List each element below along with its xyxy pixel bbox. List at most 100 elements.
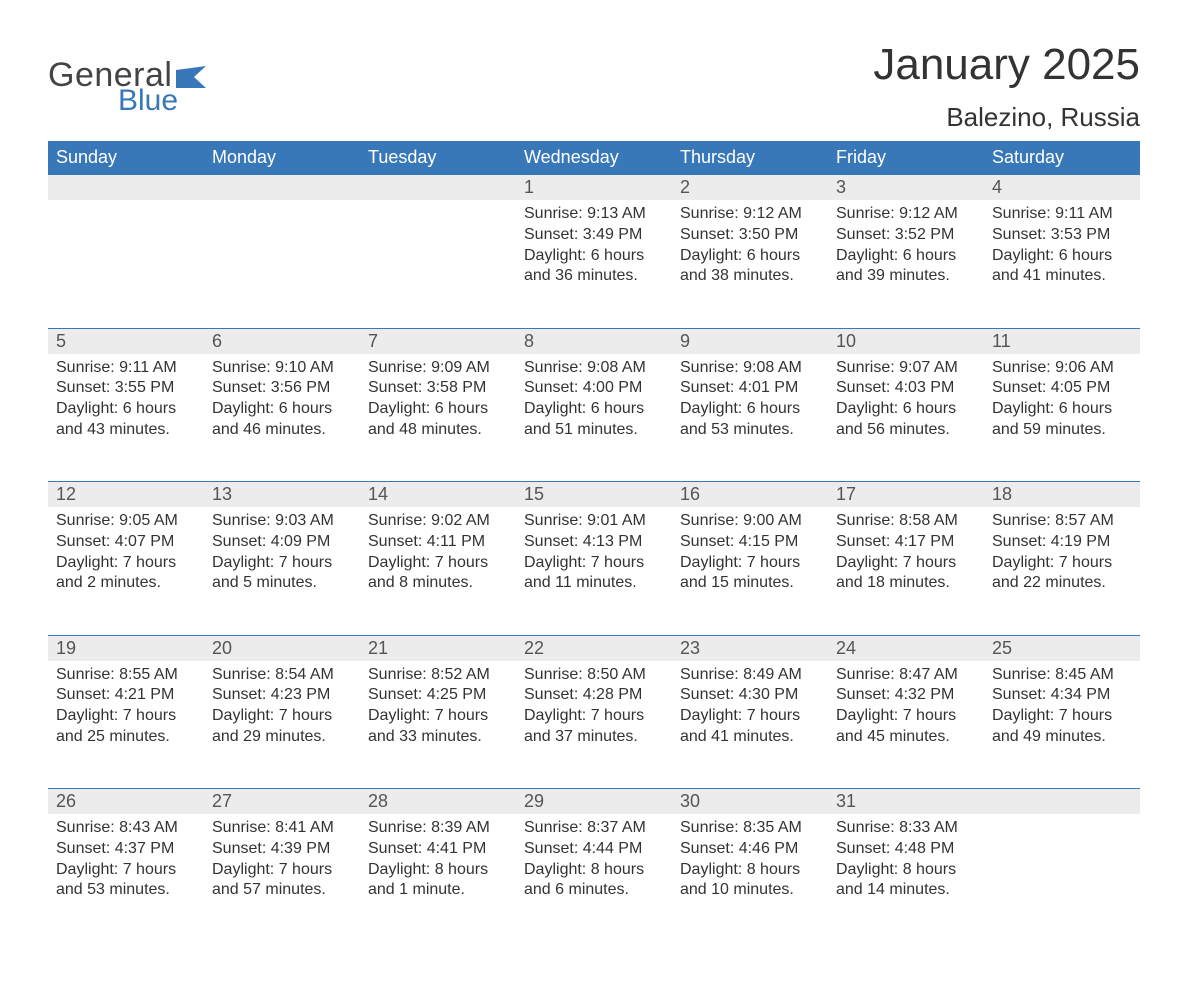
sunrise-text: Sunrise: 8:43 AM (56, 818, 196, 839)
sunrise-text: Sunrise: 9:05 AM (56, 511, 196, 532)
sunset-text: Sunset: 4:01 PM (680, 378, 820, 399)
sunrise-text: Sunrise: 8:37 AM (524, 818, 664, 839)
daylight-line1: Daylight: 7 hours (212, 706, 352, 727)
daylight-line1: Daylight: 7 hours (56, 553, 196, 574)
day-detail-row: Sunrise: 8:43 AMSunset: 4:37 PMDaylight:… (48, 814, 1140, 942)
day-number-cell (204, 175, 360, 201)
day-number-cell: 27 (204, 789, 360, 815)
day-detail-cell: Sunrise: 9:10 AMSunset: 3:56 PMDaylight:… (204, 354, 360, 482)
sunset-text: Sunset: 4:00 PM (524, 378, 664, 399)
day-detail-cell: Sunrise: 9:13 AMSunset: 3:49 PMDaylight:… (516, 200, 672, 328)
sunset-text: Sunset: 4:03 PM (836, 378, 976, 399)
day-detail-cell: Sunrise: 8:43 AMSunset: 4:37 PMDaylight:… (48, 814, 204, 942)
day-detail-cell (204, 200, 360, 328)
daylight-line2: and 48 minutes. (368, 420, 508, 441)
sunrise-text: Sunrise: 9:09 AM (368, 358, 508, 379)
day-number-cell: 12 (48, 482, 204, 508)
daylight-line2: and 5 minutes. (212, 573, 352, 594)
daylight-line1: Daylight: 7 hours (368, 553, 508, 574)
day-detail-cell (48, 200, 204, 328)
sunrise-text: Sunrise: 8:52 AM (368, 665, 508, 686)
day-detail-cell: Sunrise: 8:41 AMSunset: 4:39 PMDaylight:… (204, 814, 360, 942)
daylight-line1: Daylight: 7 hours (992, 706, 1132, 727)
sunrise-text: Sunrise: 8:49 AM (680, 665, 820, 686)
day-number-cell: 14 (360, 482, 516, 508)
day-number-cell: 22 (516, 635, 672, 661)
day-detail-cell: Sunrise: 8:35 AMSunset: 4:46 PMDaylight:… (672, 814, 828, 942)
day-number-cell: 30 (672, 789, 828, 815)
sunset-text: Sunset: 4:19 PM (992, 532, 1132, 553)
sunset-text: Sunset: 3:50 PM (680, 225, 820, 246)
sunrise-text: Sunrise: 8:41 AM (212, 818, 352, 839)
daylight-line2: and 39 minutes. (836, 266, 976, 287)
sunrise-text: Sunrise: 9:02 AM (368, 511, 508, 532)
day-detail-cell: Sunrise: 9:05 AMSunset: 4:07 PMDaylight:… (48, 507, 204, 635)
sunset-text: Sunset: 4:46 PM (680, 839, 820, 860)
day-number-cell: 16 (672, 482, 828, 508)
sunset-text: Sunset: 4:37 PM (56, 839, 196, 860)
day-detail-row: Sunrise: 9:13 AMSunset: 3:49 PMDaylight:… (48, 200, 1140, 328)
daylight-line1: Daylight: 6 hours (992, 246, 1132, 267)
day-detail-cell: Sunrise: 8:49 AMSunset: 4:30 PMDaylight:… (672, 661, 828, 789)
daylight-line1: Daylight: 7 hours (56, 860, 196, 881)
weekday-header-row: SundayMondayTuesdayWednesdayThursdayFrid… (48, 141, 1140, 175)
day-detail-cell: Sunrise: 9:02 AMSunset: 4:11 PMDaylight:… (360, 507, 516, 635)
day-number-cell: 13 (204, 482, 360, 508)
daylight-line1: Daylight: 7 hours (836, 553, 976, 574)
day-number-cell: 4 (984, 175, 1140, 201)
sunset-text: Sunset: 3:52 PM (836, 225, 976, 246)
day-number-cell (360, 175, 516, 201)
daylight-line2: and 46 minutes. (212, 420, 352, 441)
day-number-cell: 18 (984, 482, 1140, 508)
sunset-text: Sunset: 4:25 PM (368, 685, 508, 706)
sunset-text: Sunset: 4:05 PM (992, 378, 1132, 399)
day-number-cell: 10 (828, 328, 984, 354)
sunset-text: Sunset: 4:13 PM (524, 532, 664, 553)
sunset-text: Sunset: 4:41 PM (368, 839, 508, 860)
daylight-line1: Daylight: 7 hours (992, 553, 1132, 574)
day-detail-cell: Sunrise: 9:12 AMSunset: 3:50 PMDaylight:… (672, 200, 828, 328)
daylight-line1: Daylight: 6 hours (836, 399, 976, 420)
day-number-row: 567891011 (48, 328, 1140, 354)
daylight-line2: and 2 minutes. (56, 573, 196, 594)
daylight-line1: Daylight: 6 hours (524, 246, 664, 267)
sunset-text: Sunset: 4:39 PM (212, 839, 352, 860)
sunset-text: Sunset: 3:55 PM (56, 378, 196, 399)
sunrise-text: Sunrise: 9:08 AM (680, 358, 820, 379)
day-detail-cell: Sunrise: 8:57 AMSunset: 4:19 PMDaylight:… (984, 507, 1140, 635)
title-block: January 2025 Balezino, Russia (873, 40, 1140, 133)
day-number-cell: 20 (204, 635, 360, 661)
day-detail-row: Sunrise: 9:11 AMSunset: 3:55 PMDaylight:… (48, 354, 1140, 482)
daylight-line2: and 22 minutes. (992, 573, 1132, 594)
day-number-cell: 3 (828, 175, 984, 201)
daylight-line2: and 14 minutes. (836, 880, 976, 901)
day-number-cell: 29 (516, 789, 672, 815)
sunrise-text: Sunrise: 9:01 AM (524, 511, 664, 532)
sunset-text: Sunset: 4:44 PM (524, 839, 664, 860)
calendar-table: SundayMondayTuesdayWednesdayThursdayFrid… (48, 141, 1140, 942)
daylight-line2: and 53 minutes. (680, 420, 820, 441)
sunrise-text: Sunrise: 8:33 AM (836, 818, 976, 839)
sunset-text: Sunset: 4:21 PM (56, 685, 196, 706)
daylight-line1: Daylight: 6 hours (836, 246, 976, 267)
daylight-line1: Daylight: 8 hours (836, 860, 976, 881)
day-number-cell: 9 (672, 328, 828, 354)
sunset-text: Sunset: 3:53 PM (992, 225, 1132, 246)
sunrise-text: Sunrise: 8:39 AM (368, 818, 508, 839)
weekday-header: Tuesday (360, 141, 516, 175)
day-detail-cell: Sunrise: 9:01 AMSunset: 4:13 PMDaylight:… (516, 507, 672, 635)
daylight-line1: Daylight: 7 hours (680, 706, 820, 727)
daylight-line1: Daylight: 6 hours (56, 399, 196, 420)
day-detail-cell: Sunrise: 8:52 AMSunset: 4:25 PMDaylight:… (360, 661, 516, 789)
daylight-line1: Daylight: 7 hours (212, 553, 352, 574)
day-detail-cell: Sunrise: 9:11 AMSunset: 3:55 PMDaylight:… (48, 354, 204, 482)
day-number-cell: 7 (360, 328, 516, 354)
sunrise-text: Sunrise: 8:54 AM (212, 665, 352, 686)
weekday-header: Wednesday (516, 141, 672, 175)
sunrise-text: Sunrise: 8:35 AM (680, 818, 820, 839)
day-number-cell: 21 (360, 635, 516, 661)
daylight-line1: Daylight: 6 hours (368, 399, 508, 420)
day-detail-row: Sunrise: 8:55 AMSunset: 4:21 PMDaylight:… (48, 661, 1140, 789)
page-title: January 2025 (873, 40, 1140, 90)
day-detail-cell: Sunrise: 8:58 AMSunset: 4:17 PMDaylight:… (828, 507, 984, 635)
